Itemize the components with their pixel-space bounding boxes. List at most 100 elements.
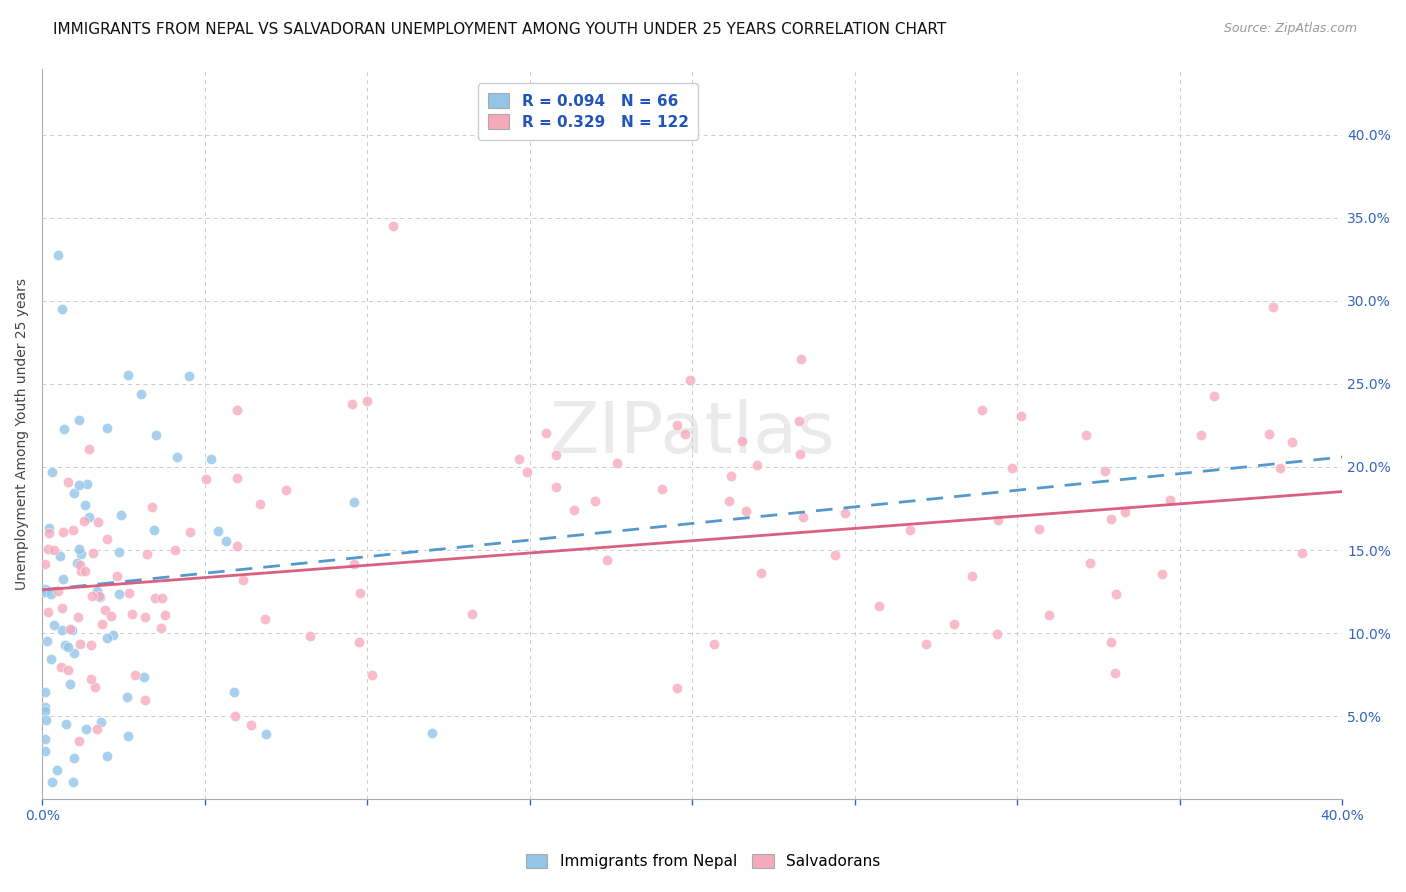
Point [52,422,75,436]
Point [1001,461,1024,475]
Point [34,714,56,728]
Point [96,748,118,763]
Text: Source: ZipAtlas.com: Source: ZipAtlas.com [1223,22,1357,36]
Point [67,734,90,748]
Point [1291,546,1313,560]
Point [1078,556,1101,570]
Point [86,584,108,599]
Point [34,557,56,571]
Point [105,569,128,583]
Point [51,302,73,317]
Point [343,495,366,509]
Point [62,524,84,538]
Point [115,690,138,705]
Point [143,523,166,537]
Point [58,640,80,655]
Point [52,572,75,586]
Point [749,566,772,581]
Point [987,513,1010,527]
Point [134,670,156,684]
Point [89,590,111,604]
Point [55,717,77,731]
Point [789,447,811,461]
Point [1028,522,1050,536]
Point [82,589,104,603]
Point [1257,426,1279,441]
Point [150,621,173,635]
Point [665,681,688,696]
Point [75,564,97,578]
Point [56,475,79,490]
Point [224,685,246,699]
Point [195,472,218,486]
Point [34,744,56,758]
Point [381,219,404,234]
Legend: R = 0.094   N = 66, R = 0.329   N = 122: R = 0.094 N = 66, R = 0.329 N = 122 [478,84,699,140]
Point [1159,493,1181,508]
Point [1099,512,1122,526]
Point [536,425,558,440]
Point [86,723,108,737]
Point [70,547,93,561]
Point [544,448,567,462]
Point [58,677,80,691]
Point [141,500,163,515]
Point [986,627,1008,641]
Point [834,506,856,520]
Point [970,403,993,417]
Point [37,542,59,557]
Point [562,503,585,517]
Point [731,434,754,449]
Point [80,672,103,686]
Point [100,609,122,624]
Point [735,504,758,518]
Point [108,587,131,601]
Point [361,668,384,682]
Point [39,587,62,601]
Point [673,426,696,441]
Point [41,775,63,789]
Point [152,591,174,605]
Point [49,549,72,563]
Point [117,368,139,383]
Point [129,387,152,401]
Point [224,709,246,723]
Point [787,414,810,428]
Point [226,539,249,553]
Point [665,417,688,432]
Point [62,750,84,764]
Point [96,631,118,645]
Point [720,469,742,483]
Point [77,510,100,524]
Point [420,725,443,739]
Point [73,514,96,528]
Point [118,585,141,599]
Point [1281,435,1303,450]
Point [96,421,118,435]
Point [59,622,82,636]
Point [34,585,56,599]
Point [747,458,769,473]
Point [48,583,70,598]
Point [34,731,56,746]
Point [342,397,364,411]
Point [66,610,89,624]
Point [1202,389,1225,403]
Point [34,699,56,714]
Point [1099,634,1122,648]
Point [48,247,70,261]
Point [651,482,673,496]
Point [94,603,117,617]
Point [121,607,143,621]
Point [42,543,65,558]
Point [215,533,238,548]
Point [717,494,740,508]
Point [1094,464,1116,478]
Point [49,660,72,674]
Point [298,629,321,643]
Point [38,520,60,534]
Point [239,717,262,731]
Point [67,542,90,557]
Point [101,628,124,642]
Point [62,775,84,789]
